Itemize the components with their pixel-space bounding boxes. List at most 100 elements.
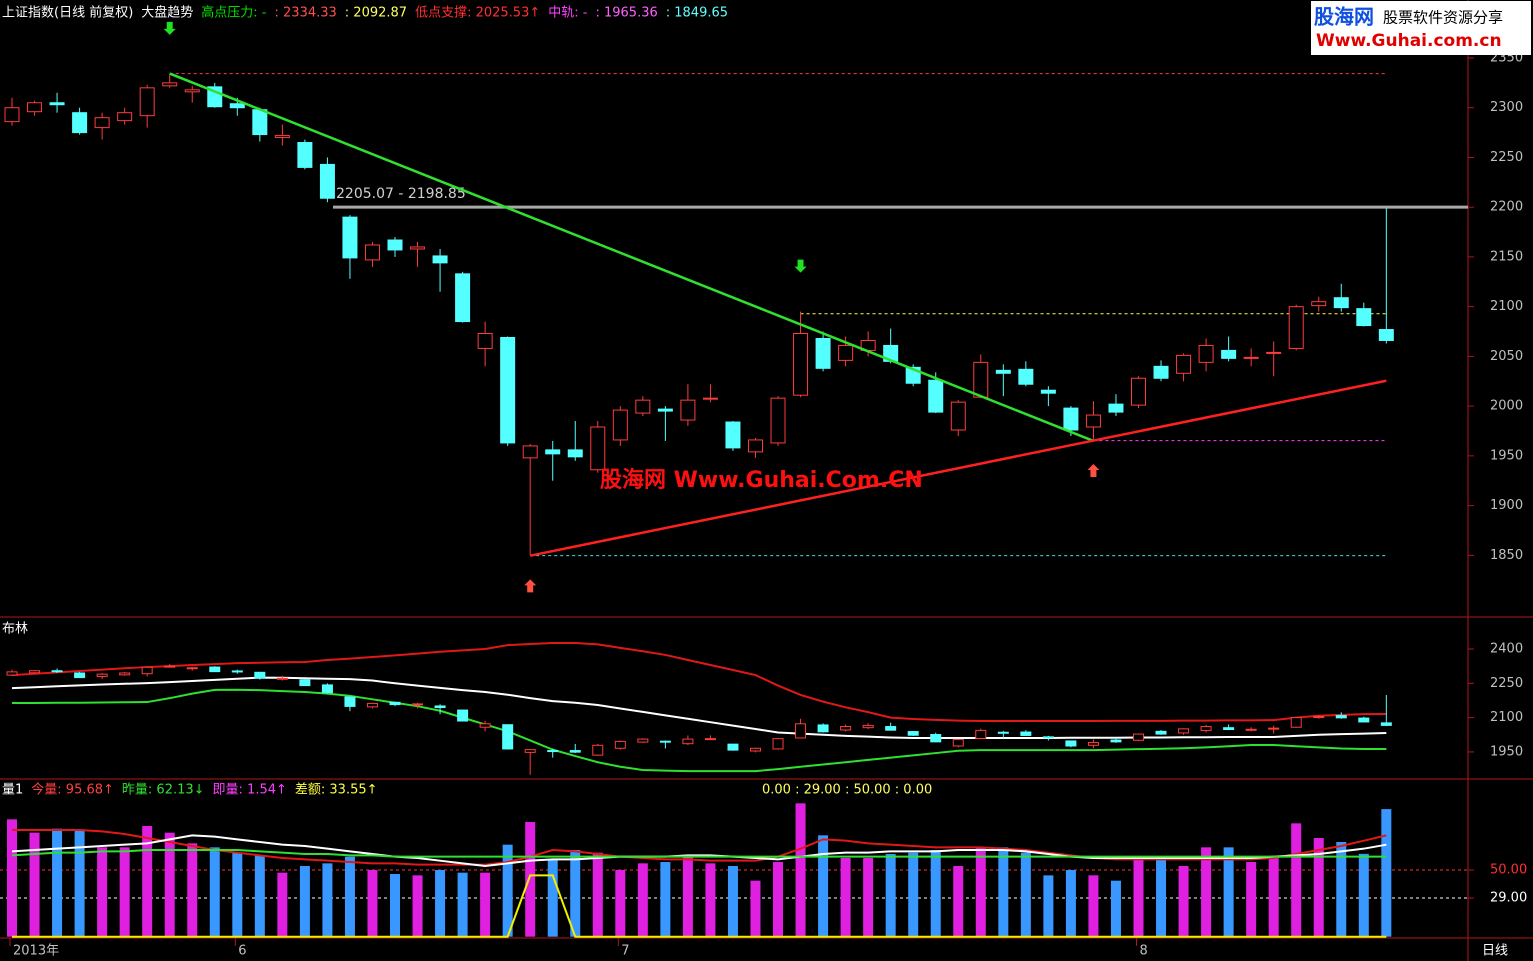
- candle-body: [793, 333, 809, 396]
- candle-body: [995, 369, 1011, 374]
- candle-body: [907, 731, 919, 736]
- volume-bar: [818, 835, 829, 937]
- candle-body: [747, 439, 763, 453]
- volume-bar: [570, 850, 581, 937]
- volume-bar: [637, 863, 648, 937]
- candle-body: [500, 336, 516, 444]
- volume-bar: [660, 862, 671, 937]
- candle-body: [840, 726, 852, 731]
- volume-bar: [1313, 838, 1324, 937]
- candle-body: [885, 726, 897, 731]
- volume-bar: [1381, 809, 1392, 937]
- candle-body: [815, 337, 831, 369]
- candle-body: [141, 666, 153, 675]
- candle-body: [1356, 308, 1372, 327]
- header-item: 上证指数(日线 前复权): [2, 5, 133, 21]
- period-label: 日线: [1482, 944, 1508, 959]
- candle-body: [1108, 403, 1124, 413]
- series-line: [11, 834, 1387, 868]
- watermark: 股海网 Www.Guhai.Com.CN: [600, 467, 923, 493]
- candle-body: [1153, 365, 1169, 379]
- candle-body: [231, 670, 243, 673]
- y-tick-label: 2250: [1490, 150, 1523, 165]
- candle-body: [479, 723, 491, 728]
- candle-body: [614, 740, 626, 749]
- header-item: : 2092.87: [345, 6, 407, 21]
- series-line: [11, 849, 1387, 858]
- candle-body: [680, 399, 696, 421]
- header-item: 即量: 1.54↑: [213, 783, 287, 798]
- volume-bar: [727, 866, 738, 937]
- candle-body: [209, 666, 221, 673]
- header-item: 高点压力: -: [201, 5, 267, 21]
- series-line: [12, 829, 1387, 866]
- candle-body: [1200, 726, 1212, 731]
- candle-body: [1268, 727, 1280, 730]
- candle-body: [96, 673, 108, 677]
- candle-body: [973, 361, 989, 398]
- candle-body: [164, 665, 176, 668]
- candle-body: [1020, 731, 1032, 736]
- candle-body: [930, 734, 942, 743]
- candle-body: [1311, 301, 1327, 307]
- candle-body: [524, 749, 536, 753]
- volume-bar: [254, 855, 265, 937]
- volume-bar: [1178, 866, 1189, 937]
- candle-body: [725, 421, 741, 449]
- candle-body: [997, 731, 1009, 734]
- panel-title: 布林: [2, 622, 28, 637]
- volume-bar: [502, 844, 513, 937]
- candle-body: [186, 667, 198, 670]
- logo-box: [1311, 1, 1531, 55]
- volume-bar: [142, 826, 153, 937]
- candle-body: [412, 703, 424, 706]
- candle-body: [950, 401, 966, 431]
- candle-body: [432, 255, 448, 264]
- candle-body: [229, 103, 245, 109]
- series-line: [12, 688, 1387, 773]
- candle-body: [1178, 728, 1190, 734]
- candle-body: [569, 750, 581, 753]
- candle-body: [1333, 297, 1349, 309]
- candle-body: [1290, 717, 1302, 728]
- candle-body: [635, 399, 651, 414]
- volume-bar: [322, 863, 333, 937]
- candle-body: [254, 671, 266, 679]
- logo-name: 股海网: [1314, 5, 1374, 29]
- header-item: : 1849.65: [666, 6, 728, 21]
- volume-bar: [795, 803, 806, 937]
- volume-bar: [953, 866, 964, 937]
- y-tick-label: 2050: [1490, 349, 1523, 364]
- volume-bar: [209, 847, 220, 937]
- volume-bar: [863, 858, 874, 937]
- candle-body: [342, 216, 358, 259]
- volume-bar: [1156, 859, 1167, 937]
- volume-bar: [367, 870, 378, 937]
- candle-body: [4, 107, 20, 123]
- y-tick-label: 50.00: [1490, 863, 1527, 878]
- volume-bar: [277, 872, 288, 937]
- candle-body: [1110, 739, 1122, 743]
- candle-body: [928, 379, 944, 413]
- volume-bar: [29, 832, 40, 937]
- candle-body: [29, 670, 41, 674]
- header-item: 昨量: 62.13↓: [122, 783, 205, 798]
- candle-body: [139, 87, 155, 117]
- volume-bar: [299, 866, 310, 937]
- series-line: [11, 642, 1387, 723]
- header-item: 差额: 33.55↑: [295, 783, 378, 798]
- candle-body: [1243, 356, 1259, 359]
- y-tick-label: 2000: [1490, 399, 1523, 414]
- candle-body: [319, 163, 335, 199]
- candle-body: [1221, 349, 1237, 359]
- candle-body: [1155, 730, 1167, 735]
- candle-body: [1223, 727, 1235, 731]
- volume-bar: [412, 875, 423, 937]
- header-item: : 1965.36: [595, 6, 657, 21]
- volume-bar: [7, 819, 17, 937]
- candle-body: [364, 244, 380, 261]
- volume-bar: [547, 859, 558, 937]
- candle-body: [387, 239, 403, 251]
- logo-url: Www.Guhai.com.cn: [1316, 31, 1502, 51]
